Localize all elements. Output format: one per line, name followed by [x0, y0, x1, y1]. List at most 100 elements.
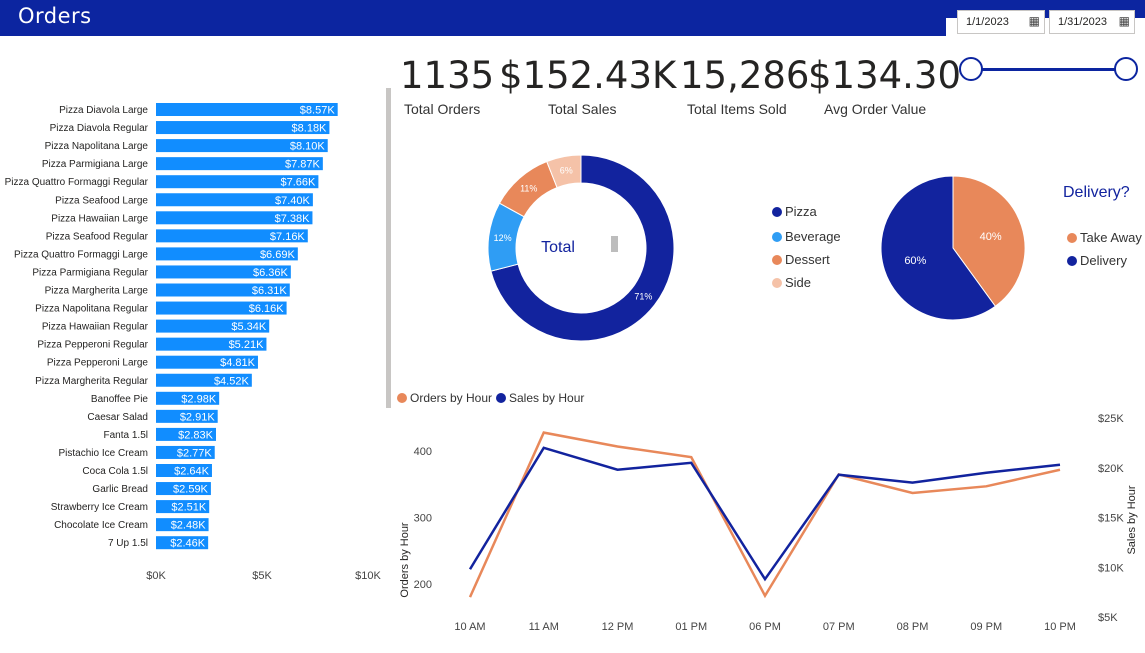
bar — [156, 283, 290, 297]
bar-chart-scrollbar[interactable] — [386, 88, 391, 408]
legend-sales-label: Sales by Hour — [509, 391, 585, 405]
date-slider-start-handle[interactable] — [959, 57, 983, 81]
sales-by-hour-line — [468, 446, 1061, 582]
legend-dot-delivery — [1067, 256, 1077, 266]
x-axis-tick-label: 11 AM — [529, 621, 559, 633]
y2-axis-tick-label: $15K — [1098, 513, 1124, 525]
bar-value-label: $2.59K — [173, 484, 209, 496]
kpi-avg-order-label: Avg Order Value — [824, 101, 927, 117]
delivery-chart-title: Delivery? — [1063, 184, 1130, 201]
pie-slice-label: 40% — [980, 231, 1002, 243]
end-date-input[interactable]: 1/31/2023 ▦ — [1049, 10, 1135, 34]
calendar-icon[interactable]: ▦ — [1028, 14, 1040, 28]
bar-value-label: $7.66K — [281, 177, 317, 189]
pie-slice-label: 60% — [904, 255, 926, 267]
legend-dot-orders — [397, 393, 407, 403]
bar — [156, 157, 323, 171]
legend-dot-pizza — [772, 207, 782, 217]
y-axis-title: Orders by Hour — [399, 522, 411, 598]
legend-dot-takeaway — [1067, 233, 1077, 243]
calendar-icon[interactable]: ▦ — [1118, 14, 1130, 28]
bar — [156, 391, 220, 405]
bar — [156, 373, 252, 387]
bar — [156, 427, 216, 441]
legend-dot-sales — [496, 393, 506, 403]
legend-beverage[interactable]: Beverage — [772, 229, 841, 244]
bar-value-label: $5.34K — [231, 321, 267, 333]
legend-takeaway[interactable]: Take Away — [1067, 230, 1142, 245]
bar-value-label: $5.21K — [229, 339, 265, 351]
kpi-total-sales-label: Total Sales — [548, 101, 617, 117]
donut-slice-label: 6% — [560, 165, 573, 175]
legend-dot-dessert — [772, 255, 782, 265]
legend-pizza-label: Pizza — [785, 204, 817, 219]
bar-value-label: $6.69K — [260, 249, 296, 261]
bar-category-label: Banoffee Pie — [91, 394, 149, 405]
bar-value-label: $2.98K — [181, 393, 217, 405]
end-date-value: 1/31/2023 — [1058, 16, 1107, 28]
legend-orders-by-hour[interactable]: Orders by Hour — [397, 391, 492, 405]
bar-value-label: $4.52K — [214, 375, 250, 387]
sales-by-item-bar-chart: Pizza Diavola Large $8.57K Pizza Diavola R… — [5, 103, 382, 582]
donut-center-label: Total — [541, 239, 575, 256]
bar-category-label: Pizza Diavola Regular — [50, 123, 149, 134]
bar-category-label: Caesar Salad — [87, 412, 148, 423]
x-axis-tick-label: 01 PM — [675, 621, 707, 633]
bar-category-label: Strawberry Ice Cream — [51, 502, 148, 513]
y-axis-tick-label: 200 — [414, 579, 432, 591]
bar — [156, 193, 313, 207]
legend-pizza[interactable]: Pizza — [772, 204, 817, 219]
legend-takeaway-label: Take Away — [1080, 230, 1142, 245]
bar-category-label: Pizza Diavola Large — [59, 105, 148, 116]
donut-slice-label: 71% — [634, 291, 652, 301]
bar — [156, 103, 338, 116]
bar-value-label: $6.16K — [249, 303, 285, 315]
date-slider-end-handle[interactable] — [1114, 57, 1138, 81]
bar-category-label: Pizza Pepperoni Regular — [37, 340, 148, 351]
delivery-pie-chart: 40% 60% — [880, 175, 1026, 321]
date-slider-track[interactable] — [970, 68, 1126, 71]
y-axis-tick-label: 300 — [414, 513, 432, 525]
bar — [156, 445, 215, 459]
legend-dot-side — [772, 278, 782, 288]
legend-beverage-label: Beverage — [785, 229, 841, 244]
x-axis-tick-label: $10K — [355, 570, 381, 582]
bar-value-label: $6.36K — [253, 267, 289, 279]
bar-value-label: $6.31K — [252, 285, 288, 297]
bar-category-label: Pizza Napolitana Large — [45, 141, 149, 152]
bar-category-label: Pizza Parmigiana Regular — [32, 267, 148, 278]
start-date-input[interactable]: 1/1/2023 ▦ — [957, 10, 1045, 34]
bar — [156, 500, 210, 514]
legend-delivery-label: Delivery — [1080, 253, 1127, 268]
bar-category-label: Chocolate Ice Cream — [54, 520, 148, 531]
bar — [156, 247, 298, 261]
bar — [156, 337, 267, 351]
page-title: Orders — [18, 4, 92, 28]
bar-value-label: $7.16K — [270, 231, 306, 243]
hourly-line-chart: 200 300 400 $5K $10K $15K $20K $25K 10 AM 11 AM 12… — [399, 413, 1138, 633]
category-donut-chart: 71% 12% 11% 6% Total — [487, 154, 675, 342]
kpi-total-items-value: 15,286 — [680, 54, 810, 97]
x-axis-tick-label: 10 PM — [1044, 621, 1076, 633]
bar-category-label: Pizza Seafood Regular — [46, 231, 149, 242]
bar — [156, 482, 211, 496]
bar-value-label: $2.46K — [170, 538, 206, 550]
legend-dot-beverage — [772, 232, 782, 242]
kpi-total-sales-value: $152.43K — [499, 54, 677, 97]
x-axis-tick-label: 07 PM — [823, 621, 855, 633]
bar-category-label: 7 Up 1.5l — [108, 538, 148, 549]
bar-value-label: $2.64K — [174, 466, 210, 478]
legend-delivery[interactable]: Delivery — [1067, 253, 1127, 268]
legend-dessert[interactable]: Dessert — [772, 252, 830, 267]
bar — [156, 518, 209, 532]
y-axis-tick-label: 400 — [414, 446, 432, 458]
bar-value-label: $4.81K — [220, 357, 256, 369]
legend-sales-by-hour[interactable]: Sales by Hour — [496, 391, 584, 405]
bar-category-label: Pistachio Ice Cream — [59, 448, 148, 459]
x-axis-tick-label: $5K — [252, 570, 272, 582]
y2-axis-tick-label: $10K — [1098, 562, 1124, 574]
bar-value-label: $7.40K — [275, 195, 311, 207]
bar-category-label: Coca Cola 1.5l — [82, 466, 148, 477]
legend-side[interactable]: Side — [772, 275, 811, 290]
pie-slice — [880, 175, 997, 321]
